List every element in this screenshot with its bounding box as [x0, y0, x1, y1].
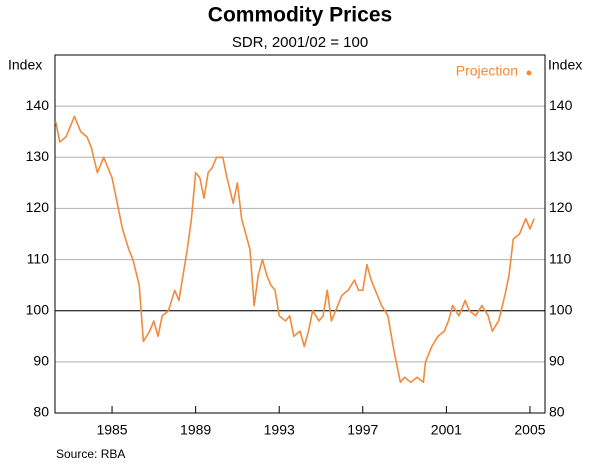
- x-tick-label: 2001: [431, 422, 462, 438]
- source: Source: RBA: [56, 447, 125, 461]
- x-tick-label: 1985: [96, 422, 127, 438]
- y2-tick-label: 120: [549, 199, 573, 215]
- y2-tick-label: 100: [549, 301, 573, 317]
- y2-tick-label: 140: [549, 97, 573, 113]
- y-tick-label: 140: [26, 97, 50, 113]
- y2-axis-label: Index: [548, 57, 582, 73]
- y-tick-label: 80: [33, 404, 49, 420]
- x-tick-label: 2005: [514, 422, 545, 438]
- y-tick-label: 110: [27, 250, 50, 266]
- legend-label: Projection: [456, 63, 518, 79]
- legend-marker: [526, 70, 532, 76]
- y-tick-label: 100: [26, 301, 50, 317]
- y-axis-label: Index: [8, 57, 42, 73]
- x-tick-label: 1989: [180, 422, 211, 438]
- y2-tick-label: 110: [549, 250, 572, 266]
- series-line: [54, 115, 535, 384]
- x-tick-label: 1993: [264, 422, 295, 438]
- chart-title: Commodity Prices: [208, 4, 392, 27]
- y2-tick-label: 130: [549, 148, 573, 164]
- y2-tick-label: 90: [549, 353, 565, 369]
- y-tick-label: 120: [26, 199, 50, 215]
- y-tick-label: 130: [26, 148, 50, 164]
- x-tick-label: 1997: [347, 422, 378, 438]
- y2-tick-label: 80: [549, 404, 565, 420]
- plot-frame: [54, 54, 546, 414]
- chart-subtitle: SDR, 2001/02 = 100: [232, 34, 368, 51]
- plot-area: 80 80 90 90 100 100 110 110 120 120 130 130 140 140 19…: [26, 54, 573, 438]
- y-tick-label: 90: [33, 353, 49, 369]
